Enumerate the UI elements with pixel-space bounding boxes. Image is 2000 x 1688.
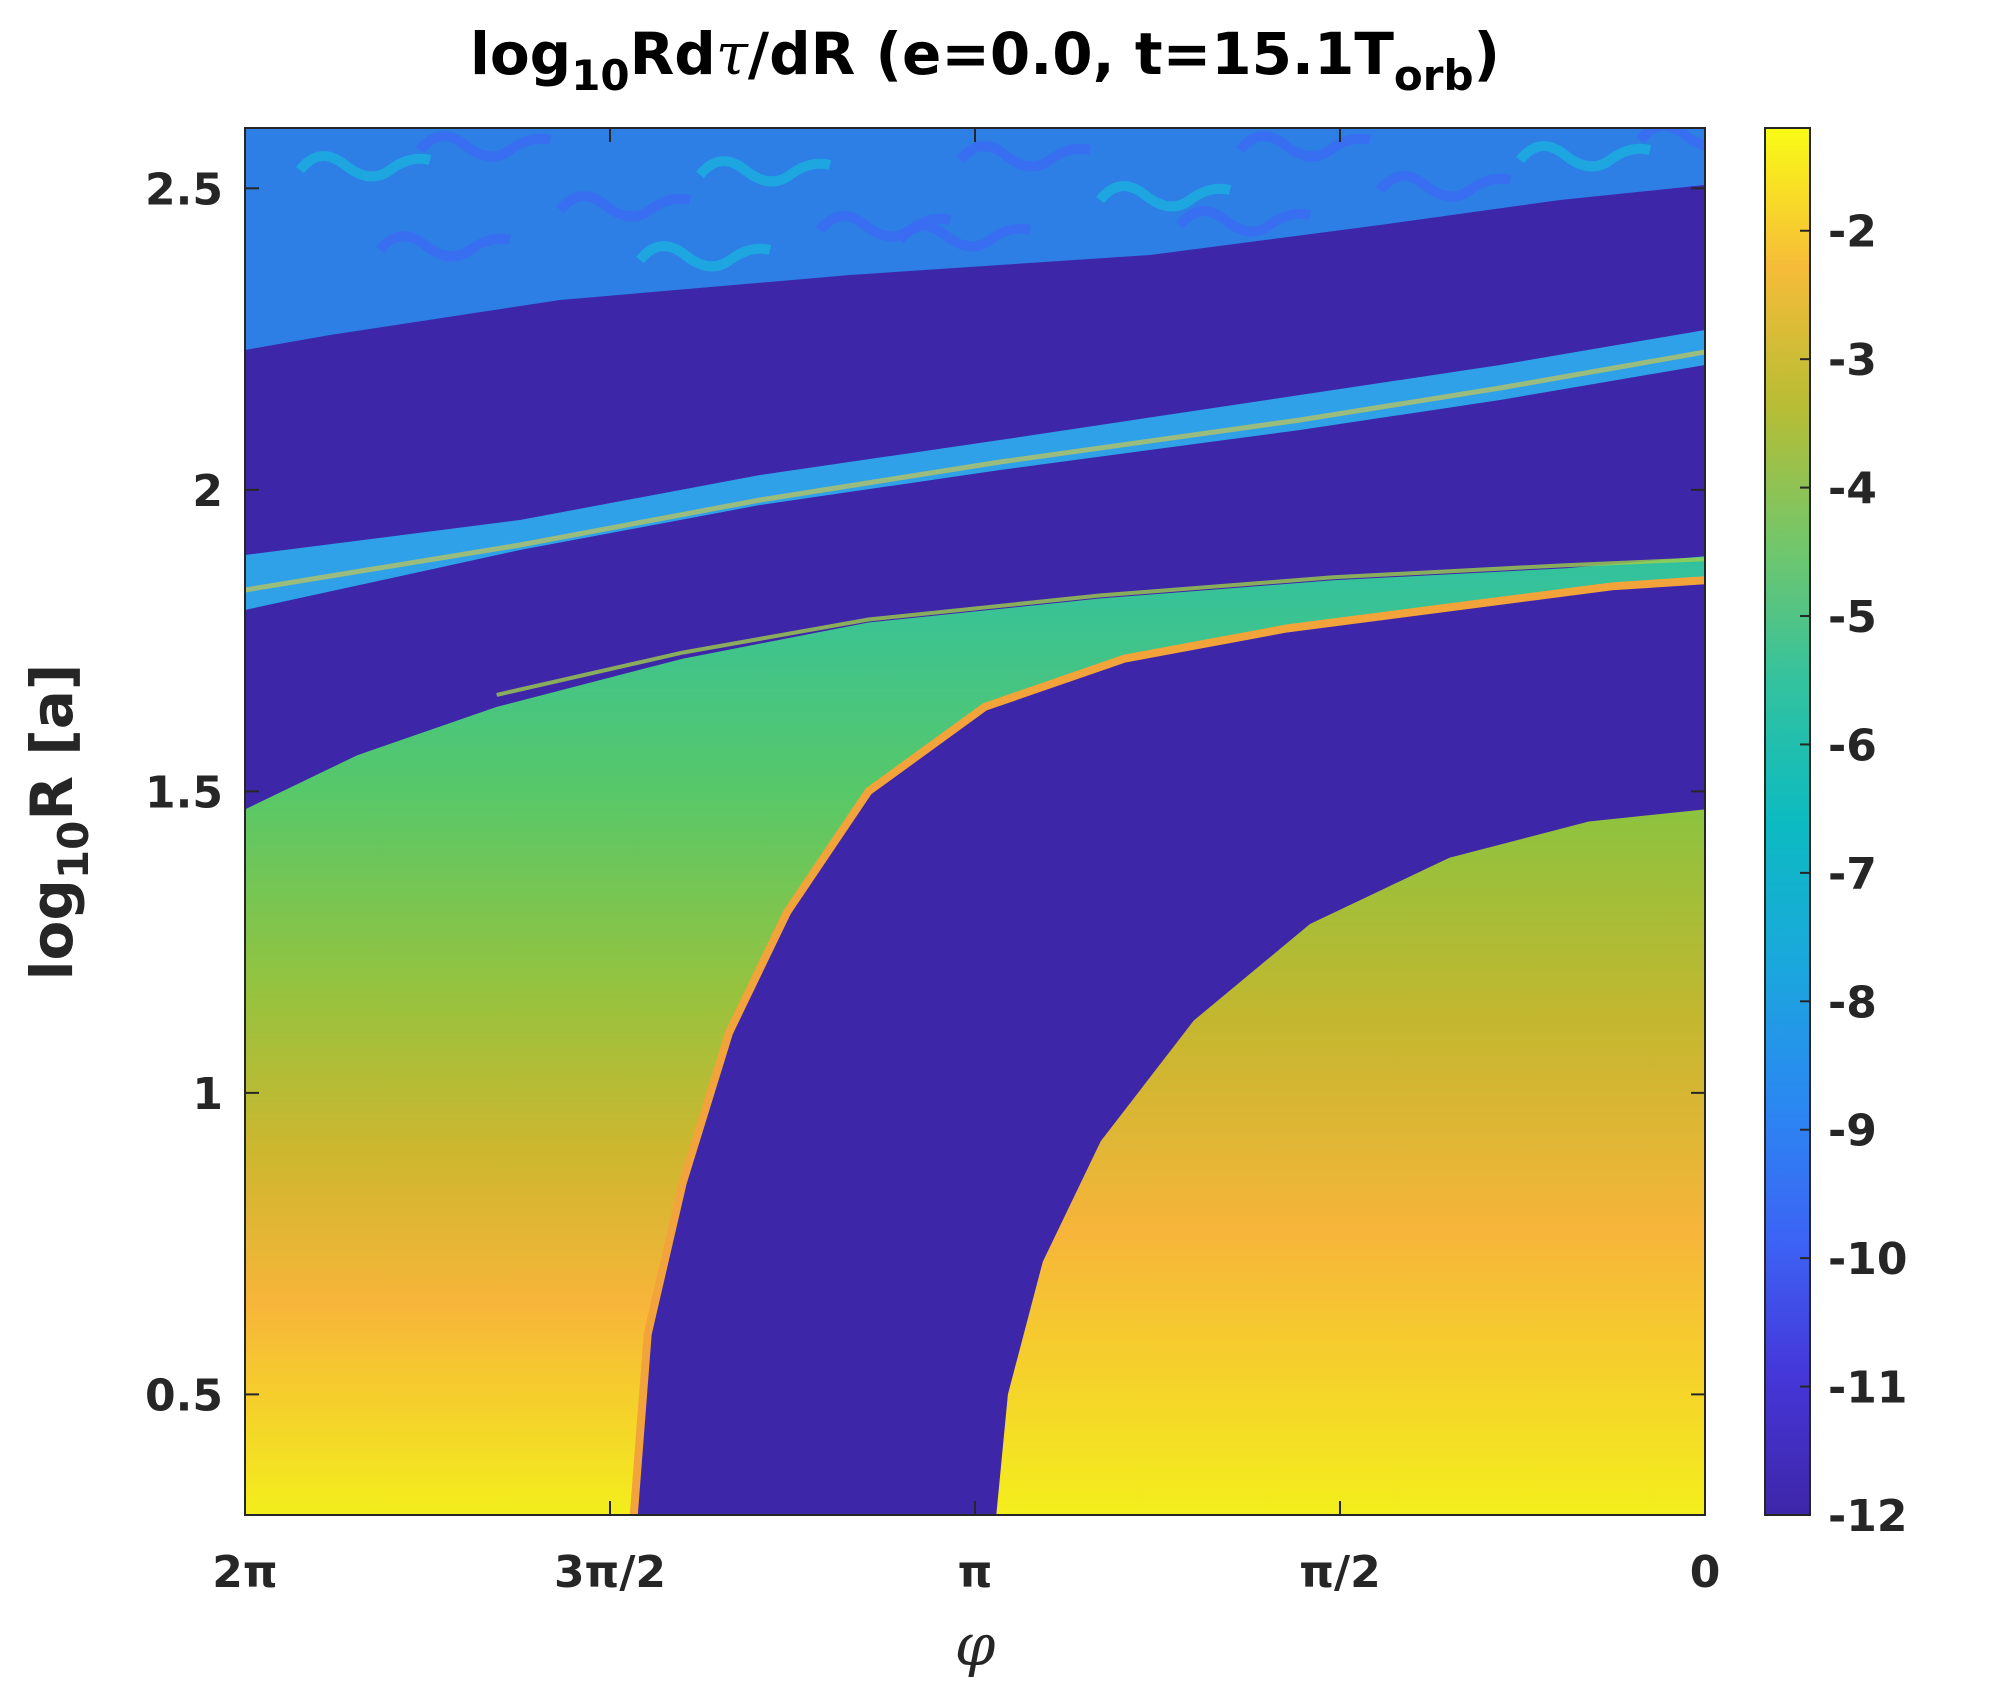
colorbar-ticks: -2 -3 -4 -5 -6 -7 -8 -9 -10 -11 -12 xyxy=(1800,207,1908,1542)
turbulent-streak xyxy=(896,221,1032,252)
x-axis-label: φ xyxy=(955,1611,996,1679)
x-axis: 2π 3π/2 π π/2 0 xyxy=(212,128,1720,1598)
heatmap-plot xyxy=(245,128,1705,1515)
chart-title: log10Rdτ/dR (e=0.0, t=15.1Torb) xyxy=(470,20,1500,100)
turbulent-streak xyxy=(816,211,952,242)
colorbar-tick-label: -8 xyxy=(1828,977,1877,1028)
x-tick-label: 3π/2 xyxy=(554,1547,666,1598)
outer-turbulent-band-top xyxy=(245,128,1705,350)
colorbar-tick-label: -11 xyxy=(1828,1363,1908,1414)
turbulent-streak xyxy=(296,151,432,182)
y-tick-label: 2 xyxy=(192,466,223,517)
y-axis-label: log10R [a] xyxy=(18,664,98,981)
y-tick-label: 0.5 xyxy=(145,1370,223,1421)
y-tick-label: 1.5 xyxy=(145,767,223,818)
colorbar-tick-label: -6 xyxy=(1828,720,1877,771)
shock-ridge xyxy=(629,576,1705,1515)
colorbar xyxy=(1764,127,1811,1516)
spiral-arm-b xyxy=(245,556,1705,1515)
y-tick-label: 2.5 xyxy=(145,164,223,215)
turbulent-streak xyxy=(696,156,832,187)
y-axis: 0.5 1 1.5 2 2.5 xyxy=(145,164,1705,1421)
turbulent-streak xyxy=(956,141,1092,172)
middle-band-ridge xyxy=(245,349,1705,593)
colorbar-tick-label: -7 xyxy=(1828,849,1877,900)
x-tick-label: π xyxy=(958,1547,993,1598)
turbulent-streak xyxy=(1376,171,1512,202)
colorbar-tick-label: -10 xyxy=(1828,1234,1908,1285)
spiral-arm-a xyxy=(996,809,1705,1515)
turbulent-streaks-top xyxy=(296,128,1705,272)
x-tick-label: π/2 xyxy=(1299,1547,1381,1598)
turbulent-streak xyxy=(636,241,772,272)
turbulent-streak xyxy=(1096,181,1232,212)
turbulent-streak xyxy=(1236,131,1372,162)
colorbar-tick-label: -4 xyxy=(1828,464,1877,515)
y-tick-label: 1 xyxy=(192,1069,223,1120)
colorbar-tick-label: -5 xyxy=(1828,592,1877,643)
x-tick-label: 0 xyxy=(1690,1547,1721,1598)
turbulent-streak xyxy=(556,191,692,222)
colorbar-tick-label: -9 xyxy=(1828,1106,1877,1157)
colorbar-tick-label: -2 xyxy=(1828,207,1877,258)
colorbar-tick-label: -3 xyxy=(1828,335,1877,386)
arm-b-upper-edge-ridge xyxy=(496,557,1705,697)
turbulent-streak xyxy=(1516,141,1652,172)
turbulent-streak xyxy=(376,231,512,262)
turbulent-streak xyxy=(416,131,552,162)
x-tick-label: 2π xyxy=(212,1547,277,1598)
turbulent-streak xyxy=(1176,206,1312,237)
colorbar-tick-label: -12 xyxy=(1828,1491,1908,1542)
outer-turbulent-band-middle xyxy=(245,330,1705,610)
